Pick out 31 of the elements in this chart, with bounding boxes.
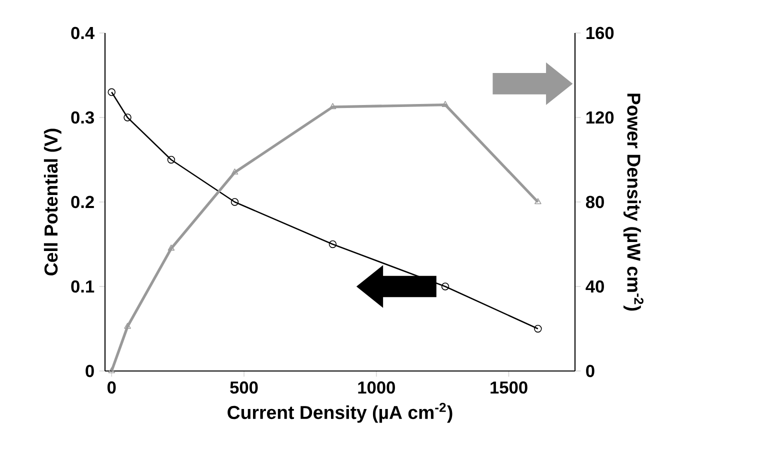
x-tick-label: 1500: [490, 381, 528, 394]
x-axis-title: Current Density (µA cm$^{-2}$): [228, 402, 452, 423]
point: [167, 156, 176, 164]
x-tick-label: 1000: [358, 381, 395, 394]
y2-tick-label: 160: [586, 26, 614, 40]
point: [534, 324, 542, 333]
point: [328, 240, 337, 248]
y2-tick-label: 80: [586, 196, 604, 208]
point: [108, 88, 116, 96]
y-tick-label: 0.4: [71, 26, 95, 40]
point: [124, 322, 131, 329]
y2-tick-label: 40: [586, 280, 604, 293]
y-tick-label: 0.3: [71, 111, 94, 124]
point: [442, 100, 449, 107]
point: [230, 198, 239, 206]
point: [108, 367, 116, 374]
point: [441, 282, 450, 290]
y2-tick-label: 0: [586, 364, 594, 378]
point: [231, 168, 238, 175]
x-tick-label: 0: [107, 381, 116, 394]
point: [534, 198, 542, 204]
point: [124, 114, 132, 122]
y2-tick-label: 120: [586, 111, 614, 124]
y-tick-label: 0.1: [71, 280, 94, 293]
point: [329, 103, 336, 110]
y-tick-label: 0: [86, 364, 94, 378]
point: [168, 244, 175, 251]
y2-axis-title: Power Density (µW cm$^{-2}$): [623, 94, 644, 311]
y-axis-title: Cell Potential (V): [44, 128, 62, 276]
x-tick-label: 500: [230, 381, 258, 394]
y-tick-label: 0.2: [71, 196, 94, 208]
